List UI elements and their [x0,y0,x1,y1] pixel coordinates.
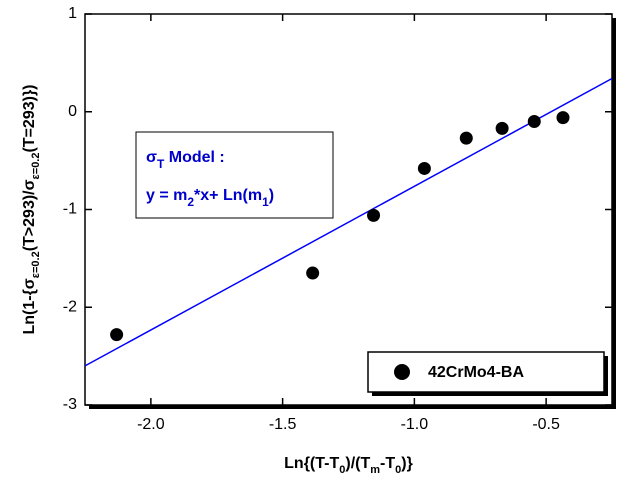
y-axis-label-part: (T=293)}) [21,84,38,152]
annotation-line-part: y = m [146,187,187,204]
x-axis-label-part: )} [401,455,413,472]
annotation-line-sub: 2 [187,195,194,209]
x-axis-label: Ln{(T-T0)/(Tm-T0)} [284,455,413,476]
y-tick-label: -3 [63,396,77,413]
y-axis-label: Ln(1-{σε=0.2(T>293)/σε=0.2(T=293)}) [21,84,42,334]
x-tick-label: -1.5 [269,416,297,433]
legend-marker [394,364,410,380]
annotation-line-part: Model : [164,149,224,166]
x-axis-label-part: -T [380,455,395,472]
x-tick-label: -1.0 [401,416,429,433]
y-axis-label-part: Ln(1-{σ [21,278,38,334]
annotation-line-sub: T [157,157,165,171]
y-axis-label-part: (T>293)/σ [21,179,38,251]
data-point [417,161,431,175]
x-axis-label-part: Ln{(T-T [284,455,339,472]
x-axis-label-sub: 0 [395,464,401,476]
annotation-line-sub: 1 [262,195,269,209]
x-tick-label: -2.0 [137,416,165,433]
data-point [527,115,541,129]
fit-line [84,77,613,367]
data-point [556,111,570,125]
y-tick-label: 0 [68,103,77,120]
data-point [459,131,473,145]
data-point [367,208,381,222]
y-axis-label-sub: ε=0.2 [30,153,42,180]
y-tick-label: 1 [68,5,77,22]
data-point [495,121,509,135]
data-point [306,266,320,280]
data-point [110,328,124,342]
legend-label: 42CrMo4-BA [428,364,524,381]
y-tick-label: -2 [63,298,77,315]
annotation-line-part: ) [269,187,274,204]
annotation-line: σT Model : [146,149,225,171]
y-axis-label-sub: ε=0.2 [30,251,42,278]
annotation-line-part: σ [146,149,157,166]
x-axis-label-part: )/(T [345,455,370,472]
x-tick-label: -0.5 [532,416,560,433]
annotation-line: y = m2*x+ Ln(m1) [146,187,274,209]
y-tick-label: -1 [63,201,77,218]
annotation-line-part: *x+ Ln(m [194,187,262,204]
x-axis-label-sub: 0 [339,464,345,476]
x-axis-label-sub: m [370,464,380,476]
annotation-box [135,131,334,219]
